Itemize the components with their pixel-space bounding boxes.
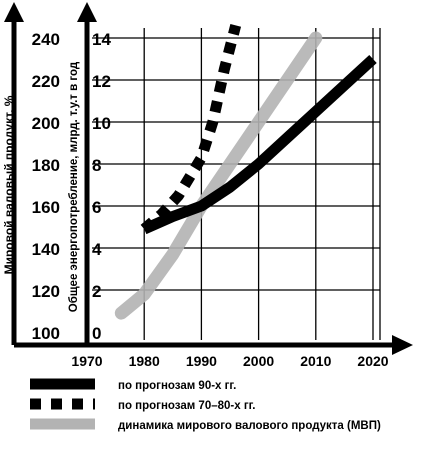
legend: по прогнозам 90-х гг. по прогнозам 70–80…	[30, 378, 381, 432]
y-outer-tick-label: 100	[32, 324, 60, 343]
y-inner-tick-label: 6	[92, 198, 101, 217]
legend-label-90s: по прогнозам 90-х гг.	[118, 380, 236, 392]
y-inner-tick-label: 0	[92, 324, 101, 343]
x-tick-label: 1970	[71, 353, 102, 369]
x-tick-label: 1980	[129, 353, 160, 369]
y-inner-tick-label: 2	[92, 282, 101, 301]
series-line-70-80s	[140, 24, 242, 234]
legend-label-gdp: динамика мирового валового продукта (МВП…	[118, 420, 381, 432]
y-outer-tick-label: 120	[32, 282, 60, 301]
y-inner-ticks: 0 2 4 6 8 10 12 14	[92, 30, 111, 343]
y-outer-ticks: 100 120 140 160 180 200 220 240	[32, 30, 60, 343]
y-inner-tick-label: 4	[92, 240, 102, 259]
y-outer-tick-label: 140	[32, 240, 60, 259]
x-tick-label: 2020	[357, 353, 388, 369]
y-inner-axis-title: Общее энергопотребление, млрд. т.у.т в г…	[68, 61, 80, 312]
y-inner-tick-label: 14	[92, 30, 111, 49]
y-outer-tick-label: 180	[32, 156, 60, 175]
legend-label-70-80s: по прогнозам 70–80-х гг.	[118, 400, 255, 412]
legend-item-gdp: динамика мирового валового продукта (МВП…	[30, 418, 381, 432]
y-inner-tick-label: 10	[92, 114, 111, 133]
y-outer-tick-label: 220	[32, 72, 60, 91]
series-layer	[114, 24, 377, 320]
y-outer-axis-arrow	[4, 2, 24, 22]
x-axis-arrow	[392, 335, 413, 355]
y-inner-tick-label: 12	[92, 72, 111, 91]
y-outer-tick-label: 200	[32, 114, 60, 133]
y-inner-tick-label: 8	[92, 156, 101, 175]
y-outer-tick-label: 160	[32, 198, 60, 217]
x-tick-label: 2000	[243, 353, 274, 369]
y-outer-axis-title: Мировой валовый продукт, %	[2, 95, 16, 274]
x-ticks: 1970 1980 1990 2000 2010 2020	[71, 353, 388, 369]
y-outer-tick-label: 240	[32, 30, 60, 49]
x-tick-label: 2010	[300, 353, 331, 369]
x-tick-label: 1990	[186, 353, 217, 369]
axes	[4, 2, 413, 355]
y-inner-axis-arrow	[77, 2, 97, 22]
legend-item-70-80s: по прогнозам 70–80-х гг.	[30, 398, 255, 412]
series-line-gdp	[114, 31, 323, 320]
series-line-90s	[141, 54, 377, 235]
legend-item-90s: по прогнозам 90-х гг.	[30, 378, 236, 392]
